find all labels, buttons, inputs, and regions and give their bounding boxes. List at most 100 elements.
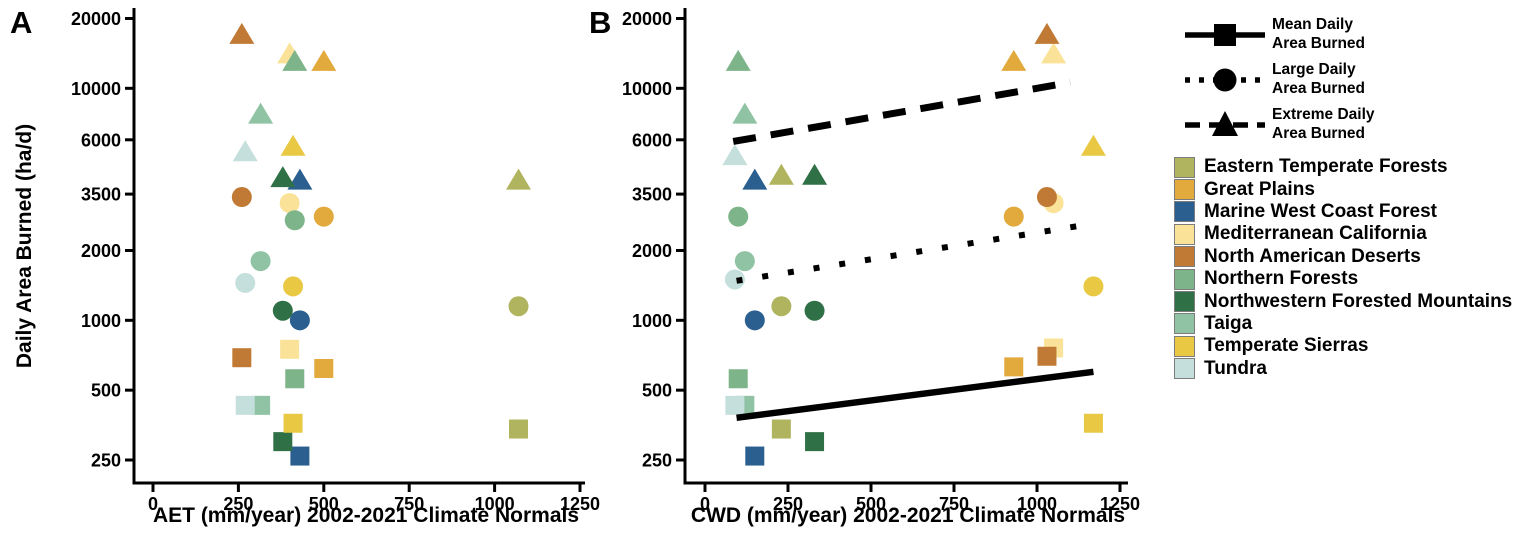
y-tick-label: 1000 [632,311,672,331]
solid-line-square-icon [1185,23,1265,46]
x-tick-label: 0 [700,494,710,514]
x-tick-label: 1000 [1017,494,1057,514]
shape-legend-label: Extreme Daily Area Burned [1272,106,1375,142]
point-b-mean-tundra [725,395,745,415]
y-tick-label: 2000 [632,241,672,261]
color-swatch-northwestern-forested-mountains [1174,291,1195,313]
ecoregion-legend-item-great-plains: Great Plains [1174,178,1512,201]
y-tick-label: 6000 [81,130,121,150]
x-tick-label: 750 [939,494,969,514]
point-b-mean-eastern-temperate-forests [771,419,791,439]
ecoregion-legend-label: Taiga [1204,312,1253,334]
point-b-large-northern-forests [728,206,749,227]
point-a-large-great-plains [313,206,334,227]
color-swatch-great-plains [1174,179,1195,201]
y-tick-label: 3500 [632,185,672,205]
ecoregion-legend-item-mediterranean-california: Mediterranean California [1174,223,1512,245]
shape-legend: Mean Daily Area Burned Large Daily Area Bur… [1183,12,1375,147]
x-tick-label: 0 [148,494,158,514]
x-axis-title-aet: AET (mm/year) 2002-2021 Climate Normals [152,504,580,527]
y-tick-label: 20000 [622,9,672,29]
y-tick-label: 500 [642,381,672,401]
panel-a-label: A [10,5,33,40]
y-tick-label: 10000 [622,79,672,99]
color-swatch-marine-west-coast-forest [1174,201,1195,223]
point-b-extreme-taiga [732,102,758,124]
point-a-mean-mediterranean-california [280,339,300,359]
color-swatch-mediterranean-california [1174,223,1195,245]
point-b-extreme-eastern-temperate-forests [768,163,794,185]
color-swatch-northern-forests [1174,268,1195,290]
point-b-extreme-temperate-sierras [1080,134,1106,156]
point-b-extreme-northwestern-forested-mountains [802,163,828,185]
point-a-extreme-great-plains [311,49,337,71]
trend-line-b-large [736,223,1079,284]
point-a-mean-north-american-deserts [232,348,252,368]
ecoregion-legend-label: North American Deserts [1204,245,1421,267]
point-b-large-taiga [734,251,755,272]
y-tick-label: 6000 [632,130,672,150]
panel-b: 250 500 1000 2000 3500 6000 10000 20000 0 250 500 7… [622,8,1140,514]
ecoregion-legend-label: Eastern Temperate Forests [1204,156,1448,178]
point-b-extreme-mediterranean-california [1041,42,1067,64]
point-a-mean-eastern-temperate-forests [509,419,529,439]
point-b-large-northwestern-forested-mountains [804,300,825,321]
x-tick-label: 500 [309,494,339,514]
point-a-large-northwestern-forested-mountains [272,300,293,321]
y-axis-title: Daily Area Burned (ha/d) [13,123,36,369]
y-tick-label: 250 [91,451,121,471]
point-a-large-temperate-sierras [283,276,304,297]
point-a-large-northern-forests [284,210,305,231]
point-b-extreme-northern-forests [725,49,751,71]
point-b-large-great-plains [1003,206,1024,227]
ecoregion-legend-label: Temperate Sierras [1204,335,1369,357]
point-a-extreme-northern-forests [282,49,308,71]
point-a-mean-tundra [235,395,255,415]
x-axis-title-cwd: CWD (mm/year) 2002-2021 Climate Normals [690,504,1126,527]
point-a-extreme-eastern-temperate-forests [506,168,532,190]
ecoregion-legend-label: Mediterranean California [1204,223,1427,245]
point-a-mean-temperate-sierras [283,413,303,433]
point-b-large-eastern-temperate-forests [771,296,792,317]
point-b-mean-north-american-deserts [1037,346,1057,366]
color-swatch-eastern-temperate-forests [1174,156,1195,178]
x-tick-label: 1250 [560,494,600,514]
point-a-extreme-northwestern-forested-mountains [270,166,296,188]
point-a-large-eastern-temperate-forests [508,296,529,317]
ecoregion-legend-label: Tundra [1204,357,1267,379]
point-b-mean-great-plains [1004,357,1024,377]
x-tick-label: 1250 [1100,494,1140,514]
x-tick-label: 250 [223,494,253,514]
x-tick-label: 1000 [475,494,515,514]
point-b-extreme-marine-west-coast-forest [742,168,768,190]
ecoregion-legend-item-eastern-temperate-forests: Eastern Temperate Forests [1174,156,1512,178]
shape-legend-label: Large Daily Area Burned [1272,61,1366,97]
point-b-large-tundra [724,269,745,290]
color-swatch-north-american-deserts [1174,246,1195,268]
color-swatch-tundra [1174,358,1195,380]
trend-line-b-mean [736,368,1094,422]
ecoregion-legend-label: Marine West Coast Forest [1204,200,1437,222]
x-tick-label: 250 [773,494,803,514]
ecoregion-legend: Eastern Temperate Forests Great Plains Mar… [1174,156,1512,380]
point-a-mean-northwestern-forested-mountains [273,432,293,452]
ecoregion-legend-item-northern-forests: Northern Forests [1174,268,1512,290]
y-tick-label: 10000 [71,79,121,99]
ecoregion-legend-item-taiga: Taiga [1174,313,1512,335]
color-swatch-taiga [1174,313,1195,335]
y-tick-label: 500 [91,381,121,401]
point-a-extreme-taiga [248,102,274,124]
y-tick-label: 250 [642,451,672,471]
shape-legend-item-square: Mean Daily Area Burned [1183,12,1375,57]
point-b-mean-northwestern-forested-mountains [805,432,825,452]
point-b-large-north-american-deserts [1036,187,1057,208]
ecoregion-legend-item-northwestern-forested-mountains: Northwestern Forested Mountains [1174,290,1513,313]
ecoregion-legend-label: Northwestern Forested Mountains [1204,290,1513,312]
shape-legend-item-circle: Large Daily Area Burned [1183,57,1375,102]
point-a-large-taiga [250,251,271,272]
dotted-line-circle-icon [1185,68,1265,91]
ecoregion-legend-label: Northern Forests [1204,268,1359,290]
point-a-mean-taiga [251,395,271,415]
